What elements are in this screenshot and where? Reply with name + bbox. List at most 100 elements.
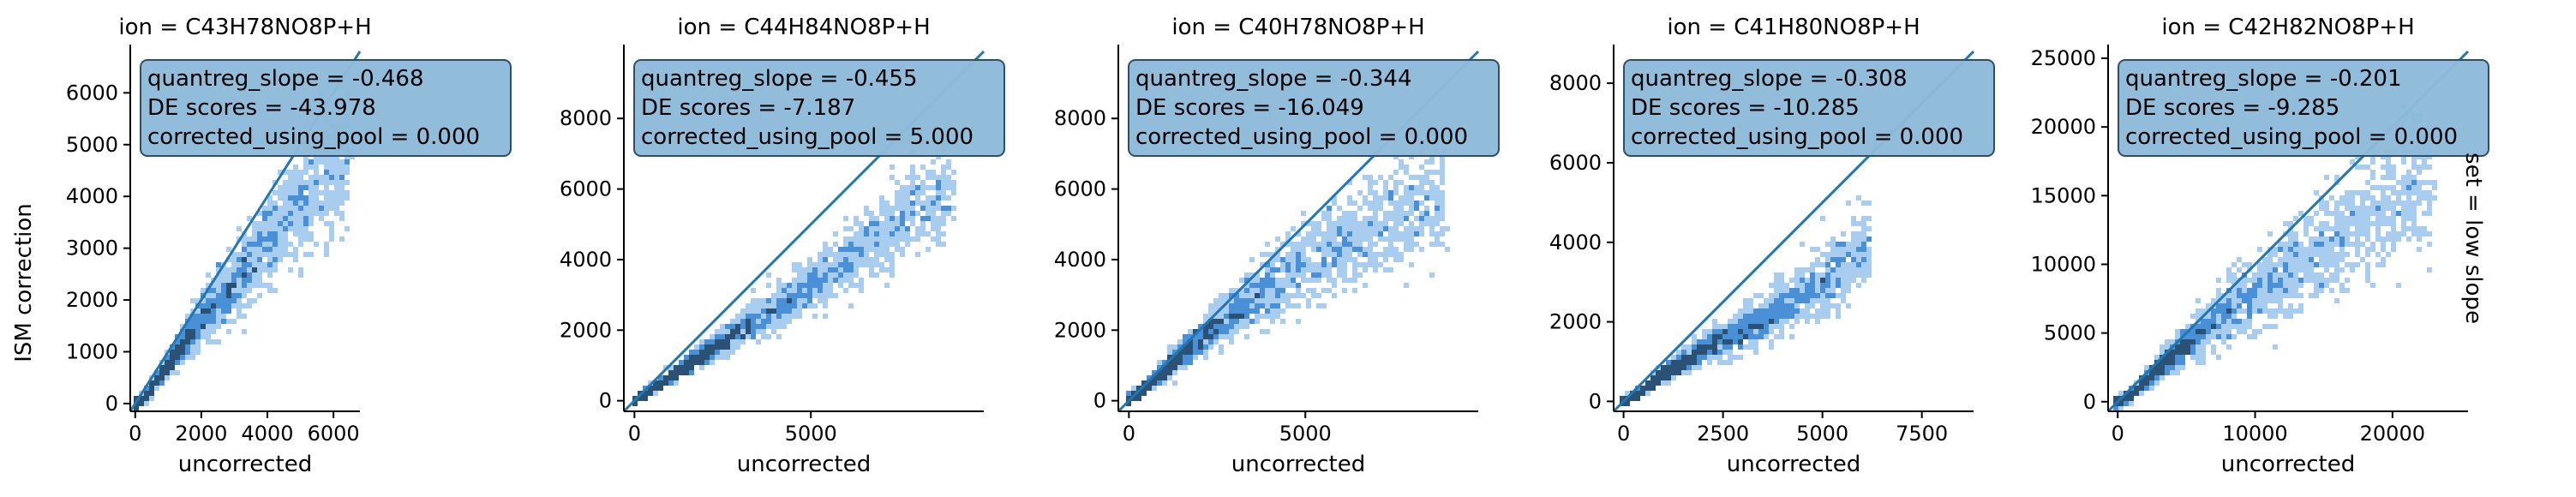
density-cell	[278, 247, 283, 252]
density-cell	[2401, 185, 2406, 190]
density-cell	[273, 226, 278, 231]
density-cell	[890, 262, 895, 267]
density-cell	[1275, 237, 1280, 242]
density-cell	[1789, 288, 1794, 293]
density-cell	[288, 180, 293, 185]
density-cell	[1327, 221, 1332, 226]
density-cell	[2365, 221, 2370, 226]
density-cell	[1306, 221, 1311, 226]
density-cell	[1836, 293, 1841, 298]
density-cell	[884, 257, 890, 262]
density-cell	[1285, 242, 1291, 247]
density-cell	[329, 206, 334, 211]
density-cell	[2129, 401, 2134, 406]
density-cell	[1296, 283, 1301, 288]
density-cell	[879, 195, 884, 201]
density-cell	[2216, 334, 2221, 339]
density-cell	[1671, 360, 1676, 365]
density-cell	[833, 252, 838, 257]
density-cell	[252, 226, 257, 231]
density-cell	[2401, 201, 2406, 206]
density-cell	[252, 231, 257, 237]
density-cell	[2257, 283, 2262, 288]
density-cell	[1249, 283, 1255, 288]
density-cell	[1383, 237, 1388, 242]
density-cell	[1409, 221, 1414, 226]
density-cell	[1208, 329, 1213, 334]
density-cell	[1234, 319, 1239, 324]
density-cell	[694, 355, 699, 360]
density-cell	[1183, 365, 1188, 370]
density-cell	[1280, 257, 1285, 262]
density-cell	[2303, 221, 2309, 226]
density-cell	[298, 201, 303, 206]
density-cell	[1316, 303, 1321, 308]
density-cell	[257, 231, 262, 237]
density-cell	[1866, 226, 1872, 231]
density-cell	[2139, 391, 2144, 396]
density-cell	[159, 365, 165, 370]
density-cell	[1280, 293, 1285, 298]
density-cell	[242, 262, 247, 267]
density-cell	[231, 293, 237, 298]
panel-title: ion = C44H84NO8P+H	[677, 15, 930, 40]
y-tick-label: 6000	[560, 177, 612, 201]
density-cell	[1270, 319, 1275, 324]
density-cell	[2396, 283, 2401, 288]
density-cell	[2339, 247, 2345, 252]
density-cell	[221, 283, 226, 288]
density-cell	[1342, 242, 1347, 247]
density-cell	[874, 247, 879, 252]
density-cell	[1321, 267, 1327, 272]
density-cell	[1836, 308, 1841, 314]
density-cell	[941, 170, 946, 175]
density-cell	[843, 267, 848, 272]
density-cell	[339, 165, 344, 170]
density-cell	[807, 272, 812, 278]
density-cell	[1846, 288, 1851, 293]
density-cell	[699, 344, 704, 350]
density-cell	[2252, 283, 2257, 288]
density-cell	[2314, 247, 2319, 252]
density-cell	[1794, 308, 1800, 314]
density-cell	[1244, 283, 1249, 288]
density-cell	[1825, 242, 1830, 247]
density-cell	[2293, 252, 2298, 257]
density-cell	[1399, 206, 1404, 211]
density-cell	[216, 288, 221, 293]
density-cell	[1836, 257, 1841, 262]
density-cell	[216, 308, 221, 314]
density-cell	[941, 175, 946, 180]
density-cell	[735, 344, 740, 350]
density-cell	[1404, 247, 1409, 252]
density-cell	[1851, 257, 1856, 262]
density-cell	[247, 242, 252, 247]
density-cell	[2293, 257, 2298, 262]
density-cell	[658, 375, 663, 380]
density-cell	[2411, 165, 2417, 170]
density-cell	[226, 308, 231, 314]
density-cell	[1681, 355, 1686, 360]
density-cell	[2319, 262, 2324, 267]
density-cell	[1270, 267, 1275, 272]
density-cell	[1836, 272, 1841, 278]
density-cell	[1419, 185, 1424, 190]
density-cell	[2401, 206, 2406, 211]
density-cell	[1671, 370, 1676, 375]
density-cell	[278, 185, 283, 190]
density-cell	[2432, 180, 2437, 185]
density-cell	[278, 211, 283, 216]
density-cell	[231, 298, 237, 303]
density-cell	[884, 283, 890, 288]
density-cell	[905, 195, 910, 201]
density-cell	[1311, 267, 1316, 272]
density-cell	[884, 231, 890, 237]
density-cell	[1270, 308, 1275, 314]
density-cell	[1856, 283, 1861, 288]
density-cell	[1846, 262, 1851, 267]
density-cell	[1779, 288, 1784, 293]
density-cell	[1681, 350, 1686, 355]
density-cell	[2324, 201, 2329, 206]
density-cell	[2221, 334, 2226, 339]
density-cell	[823, 267, 828, 272]
